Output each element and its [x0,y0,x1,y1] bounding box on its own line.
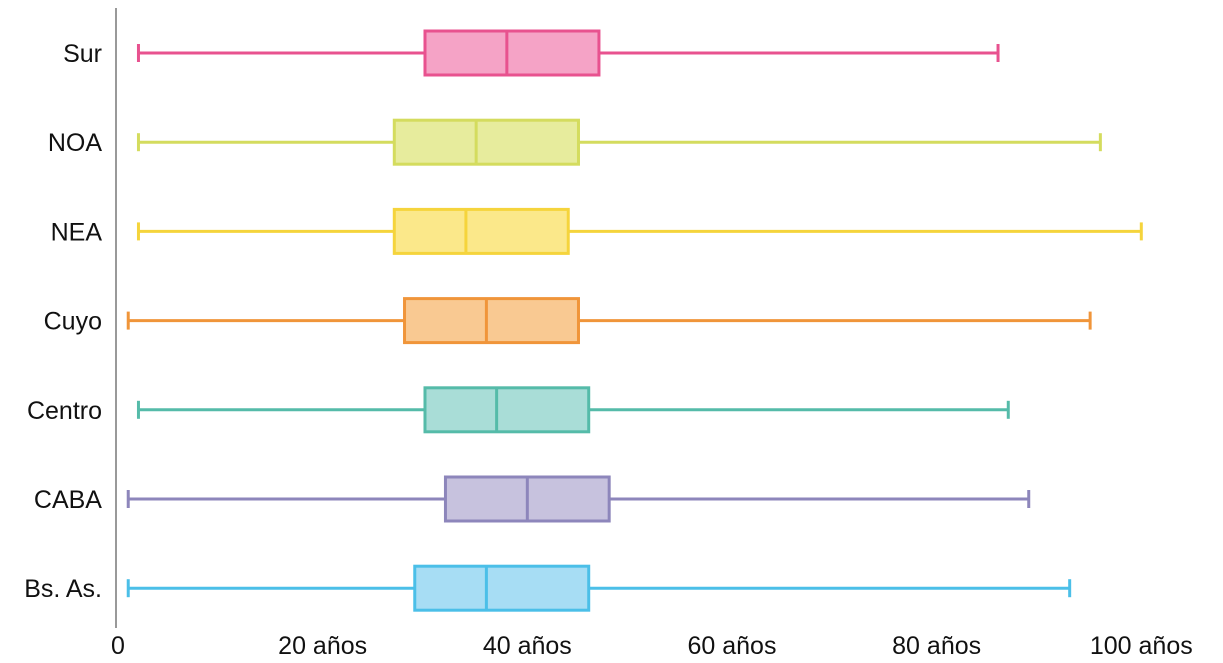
iqr-box-centro [423,386,591,434]
category-label-cuyo: Cuyo [44,308,102,336]
boxes-layer [126,29,1143,612]
box-group-noa [136,118,1102,166]
box-group-sur [136,29,1000,77]
x-tick-label-60-a-os: 60 años [687,632,776,660]
iqr-box-bs-as [413,564,591,612]
category-label-centro: Centro [27,397,102,425]
category-labels: Sur NOA NEA Cuyo Centro CABA Bs. As. [24,40,102,603]
x-tick-labels: 0 20 años 40 años 60 años 80 años 100 años [111,632,1193,660]
x-tick-label-100-a-os: 100 años [1090,632,1193,660]
category-label-nea: NEA [51,218,103,246]
box-group-centro [136,386,1010,434]
iqr-box-sur [423,29,601,77]
box-group-nea [136,207,1143,255]
iqr-box-cuyo [403,297,580,345]
category-label-sur: Sur [63,40,102,68]
box-group-bs-as [126,564,1072,612]
x-tick-label-40-a-os: 40 años [483,632,572,660]
box-group-cuyo [126,297,1092,345]
x-tick-label-0: 0 [111,632,125,660]
x-tick-label-80-a-os: 80 años [892,632,981,660]
iqr-box-noa [392,118,580,166]
category-label-caba: CABA [34,486,102,514]
category-label-bs-as: Bs. As. [24,575,102,603]
iqr-box-nea [392,207,570,255]
category-label-noa: NOA [48,129,103,157]
x-tick-label-20-a-os: 20 años [278,632,367,660]
box-group-caba [126,475,1031,523]
